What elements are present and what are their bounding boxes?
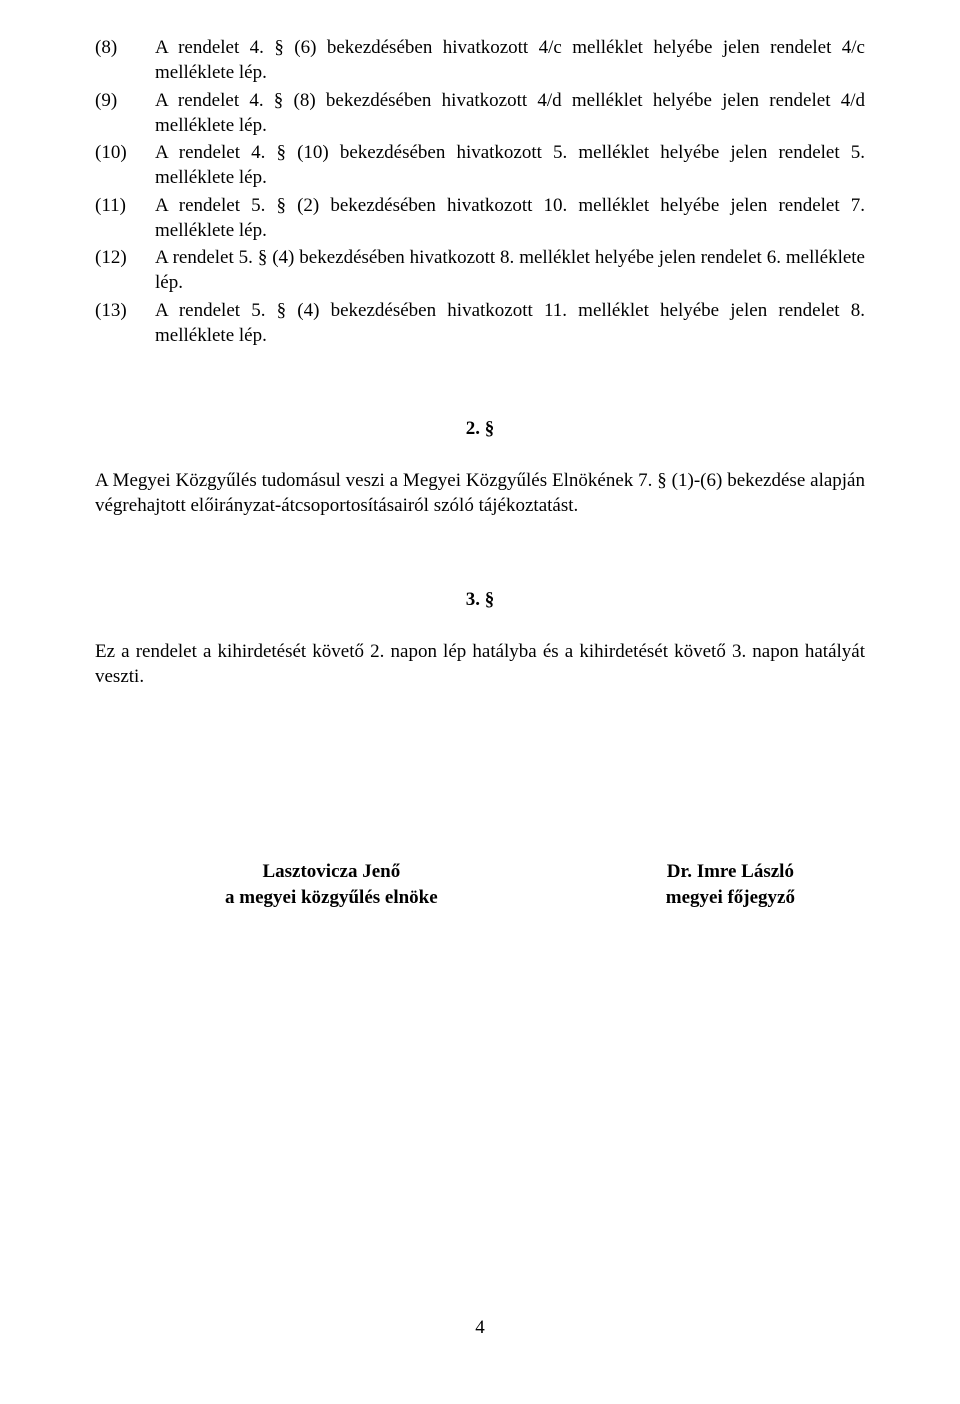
list-item: (12) A rendelet 5. § (4) bekezdésében hi… bbox=[95, 245, 865, 296]
list-item: (10) A rendelet 4. § (10) bekezdésében h… bbox=[95, 140, 865, 191]
item-text: A rendelet 5. § (2) bekezdésében hivatko… bbox=[155, 193, 865, 244]
numbered-list: (8) A rendelet 4. § (6) bekezdésében hiv… bbox=[95, 35, 865, 348]
signatures: Lasztovicza Jenő a megyei közgyűlés elnö… bbox=[95, 859, 865, 910]
list-item: (9) A rendelet 4. § (8) bekezdésében hiv… bbox=[95, 88, 865, 139]
item-number: (13) bbox=[95, 298, 155, 349]
signature-right: Dr. Imre László megyei főjegyző bbox=[666, 859, 795, 910]
section-paragraph-3: Ez a rendelet a kihirdetését követő 2. n… bbox=[95, 639, 865, 690]
item-number: (12) bbox=[95, 245, 155, 296]
signature-name: Dr. Imre László bbox=[666, 859, 795, 884]
item-number: (8) bbox=[95, 35, 155, 86]
list-item: (13) A rendelet 5. § (4) bekezdésében hi… bbox=[95, 298, 865, 349]
page-number: 4 bbox=[0, 1317, 960, 1339]
signature-left: Lasztovicza Jenő a megyei közgyűlés elnö… bbox=[225, 859, 438, 910]
item-text: A rendelet 5. § (4) bekezdésében hivatko… bbox=[155, 298, 865, 349]
item-text: A rendelet 4. § (8) bekezdésében hivatko… bbox=[155, 88, 865, 139]
list-item: (8) A rendelet 4. § (6) bekezdésében hiv… bbox=[95, 35, 865, 86]
signature-name: Lasztovicza Jenő bbox=[225, 859, 438, 884]
signature-title: megyei főjegyző bbox=[666, 885, 795, 910]
section-paragraph-2: A Megyei Közgyűlés tudomásul veszi a Meg… bbox=[95, 468, 865, 519]
item-text: A rendelet 4. § (10) bekezdésében hivatk… bbox=[155, 140, 865, 191]
list-item: (11) A rendelet 5. § (2) bekezdésében hi… bbox=[95, 193, 865, 244]
item-number: (11) bbox=[95, 193, 155, 244]
section-heading-3: 3. § bbox=[95, 589, 865, 611]
section-heading-2: 2. § bbox=[95, 418, 865, 440]
signature-title: a megyei közgyűlés elnöke bbox=[225, 885, 438, 910]
item-number: (9) bbox=[95, 88, 155, 139]
item-text: A rendelet 5. § (4) bekezdésében hivatko… bbox=[155, 245, 865, 296]
item-number: (10) bbox=[95, 140, 155, 191]
item-text: A rendelet 4. § (6) bekezdésében hivatko… bbox=[155, 35, 865, 86]
